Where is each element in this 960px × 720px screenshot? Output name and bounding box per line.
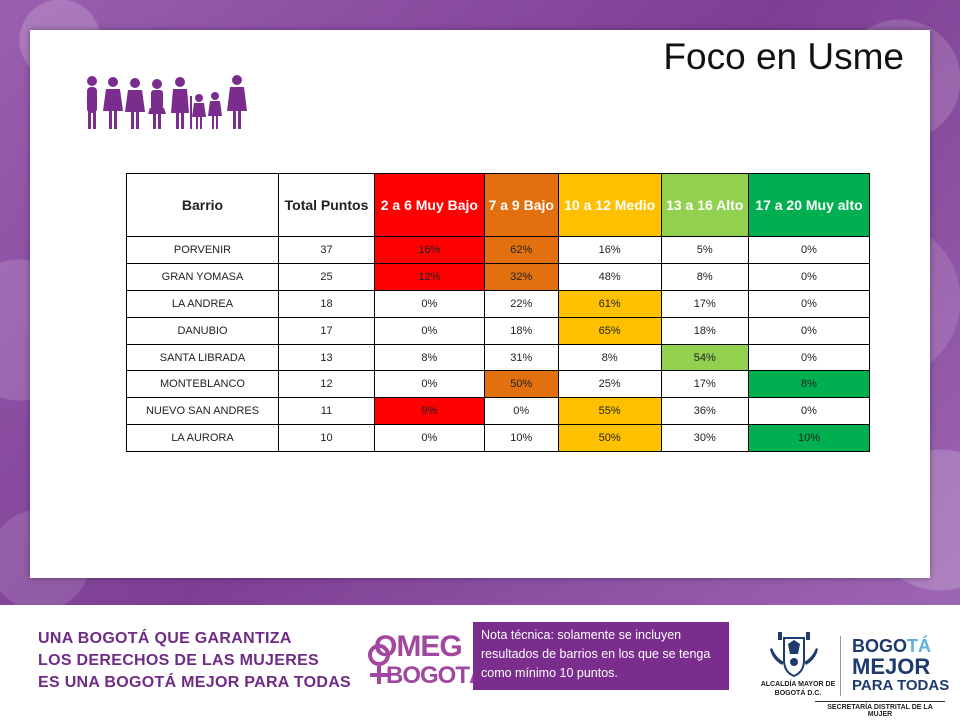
slogan-line: LOS DERECHOS DE LAS MUJERES (38, 652, 320, 669)
cell-percentage: 0% (747, 262, 871, 291)
cell-percentage: 12% (374, 262, 485, 291)
omeg-logo: OMEG BOGOTÁ (366, 628, 486, 692)
cell-percentage: 10% (483, 424, 559, 453)
cell-percentage: 0% (374, 289, 485, 318)
cell-percentage: 0% (747, 316, 871, 345)
bmpt-line-2: MEJOR (852, 654, 931, 679)
cell-percentage: 5% (660, 236, 749, 264)
cell-percentage: 54% (660, 343, 749, 372)
cell-total: 25 (278, 262, 375, 291)
cell-percentage: 22% (483, 289, 559, 318)
table-row: SANTA LIBRADA 13 8% 31% 8% 54% 0% (126, 343, 871, 372)
cell-percentage: 50% (557, 424, 662, 453)
cell-barrio: PORVENIR (126, 236, 279, 264)
cell-percentage: 0% (747, 397, 871, 426)
cell-percentage: 0% (747, 343, 871, 372)
cell-percentage: 0% (374, 316, 485, 345)
cell-percentage: 0% (747, 236, 871, 264)
cell-total: 17 (278, 316, 375, 345)
cell-total: 13 (278, 343, 375, 372)
cell-barrio: LA ANDREA (126, 289, 279, 318)
slogan: UNA BOGOTÁ QUE GARANTIZA LOS DERECHOS DE… (38, 628, 351, 694)
cell-total: 37 (278, 236, 375, 264)
column-header-barrio: Barrio (126, 173, 279, 237)
cell-percentage: 8% (660, 262, 749, 291)
cell-percentage: 65% (557, 316, 662, 345)
table-row: LA AURORA 10 0% 10% 50% 30% 10% (126, 424, 871, 453)
table-row: PORVENIR 37 16% 62% 16% 5% 0% (126, 236, 871, 264)
cell-percentage: 61% (557, 289, 662, 318)
column-header-medio: 10 a 12 Medio (557, 173, 662, 237)
venus-icon (368, 644, 390, 666)
cell-barrio: GRAN YOMASA (126, 262, 279, 291)
table-row: NUEVO SAN ANDRES 11 9% 0% 55% 36% 0% (126, 397, 871, 426)
table-row: DANUBIO 17 0% 18% 65% 18% 0% (126, 316, 871, 345)
cell-percentage: 0% (483, 397, 559, 426)
cell-percentage: 25% (557, 370, 662, 399)
cell-percentage: 17% (660, 289, 749, 318)
cell-percentage: 16% (557, 236, 662, 264)
cell-percentage: 0% (747, 289, 871, 318)
cell-barrio: SANTA LIBRADA (126, 343, 279, 372)
cell-percentage: 31% (483, 343, 559, 372)
bmpt-line-1a: BOGO (852, 636, 908, 656)
cell-total: 11 (278, 397, 375, 426)
cell-percentage: 8% (374, 343, 485, 372)
omeg-logo-text: OMEG (374, 630, 463, 663)
bmpt-line-1b: TÁ (907, 636, 932, 656)
slide-card: Barrio Total Puntos 2 a 6 Muy Bajo 7 a 9… (30, 30, 930, 578)
cell-percentage: 48% (557, 262, 662, 291)
city-crest-icon (764, 630, 824, 690)
cell-percentage: 18% (660, 316, 749, 345)
cell-percentage: 62% (483, 236, 559, 264)
cell-percentage: 50% (483, 370, 559, 399)
slogan-line: UNA BOGOTÁ QUE GARANTIZA (38, 630, 292, 647)
cell-percentage: 10% (747, 424, 871, 453)
column-header-bajo: 7 a 9 Bajo (483, 173, 559, 237)
cell-percentage: 17% (660, 370, 749, 399)
bogota-mejor-logo: BOGOTÁ MEJOR PARA TODAS (852, 636, 952, 694)
secretaria-label: SECRETARÍA DISTRITAL DE LA MUJER (815, 701, 945, 718)
cell-percentage: 8% (747, 370, 871, 399)
bmpt-line-3: PARA TODAS (852, 677, 950, 694)
technical-note: Nota técnica: solamente se incluyen resu… (473, 622, 729, 690)
column-header-muy-alto: 17 a 20 Muy alto (747, 173, 871, 237)
cell-percentage: 30% (660, 424, 749, 453)
table-row: MONTEBLANCO 12 0% 50% 25% 17% 8% (126, 370, 871, 399)
venus-icon-cross (370, 673, 388, 677)
cell-barrio: MONTEBLANCO (126, 370, 279, 399)
cell-percentage: 32% (483, 262, 559, 291)
column-header-total: Total Puntos (278, 173, 375, 237)
cell-percentage: 16% (374, 236, 485, 264)
foco-table: Barrio Total Puntos 2 a 6 Muy Bajo 7 a 9… (126, 173, 871, 453)
table-row: GRAN YOMASA 25 12% 32% 48% 8% 0% (126, 262, 871, 291)
alcaldia-label: ALCALDÍA MAYOR DE BOGOTÁ D.C. (760, 681, 836, 697)
column-header-alto: 13 a 16 Alto (660, 173, 749, 237)
cell-barrio: DANUBIO (126, 316, 279, 345)
column-header-muy-bajo: 2 a 6 Muy Bajo (374, 173, 485, 237)
bmpt-line-1: BOGOTÁ (852, 636, 952, 656)
cell-percentage: 8% (557, 343, 662, 372)
slogan-line: ES UNA BOGOTÁ MEJOR PARA TODAS (38, 674, 352, 691)
footer-divider (840, 636, 841, 696)
table-header-row: Barrio Total Puntos 2 a 6 Muy Bajo 7 a 9… (126, 173, 871, 237)
cell-percentage: 0% (374, 424, 485, 453)
omeg-logo-city: BOGOTÁ (386, 662, 486, 689)
cell-total: 10 (278, 424, 375, 453)
cell-percentage: 18% (483, 316, 559, 345)
women-figures-icon (82, 74, 252, 130)
page-title: Foco en Usme (663, 36, 904, 77)
cell-percentage: 0% (374, 370, 485, 399)
cell-barrio: LA AURORA (126, 424, 279, 453)
cell-barrio: NUEVO SAN ANDRES (126, 397, 279, 426)
cell-total: 12 (278, 370, 375, 399)
cell-percentage: 36% (660, 397, 749, 426)
cell-percentage: 55% (557, 397, 662, 426)
cell-total: 18 (278, 289, 375, 318)
cell-percentage: 9% (374, 397, 485, 426)
table-row: LA ANDREA 18 0% 22% 61% 17% 0% (126, 289, 871, 318)
table-body: PORVENIR 37 16% 62% 16% 5% 0% GRAN YOMASA 25 12% 3… (126, 236, 871, 453)
